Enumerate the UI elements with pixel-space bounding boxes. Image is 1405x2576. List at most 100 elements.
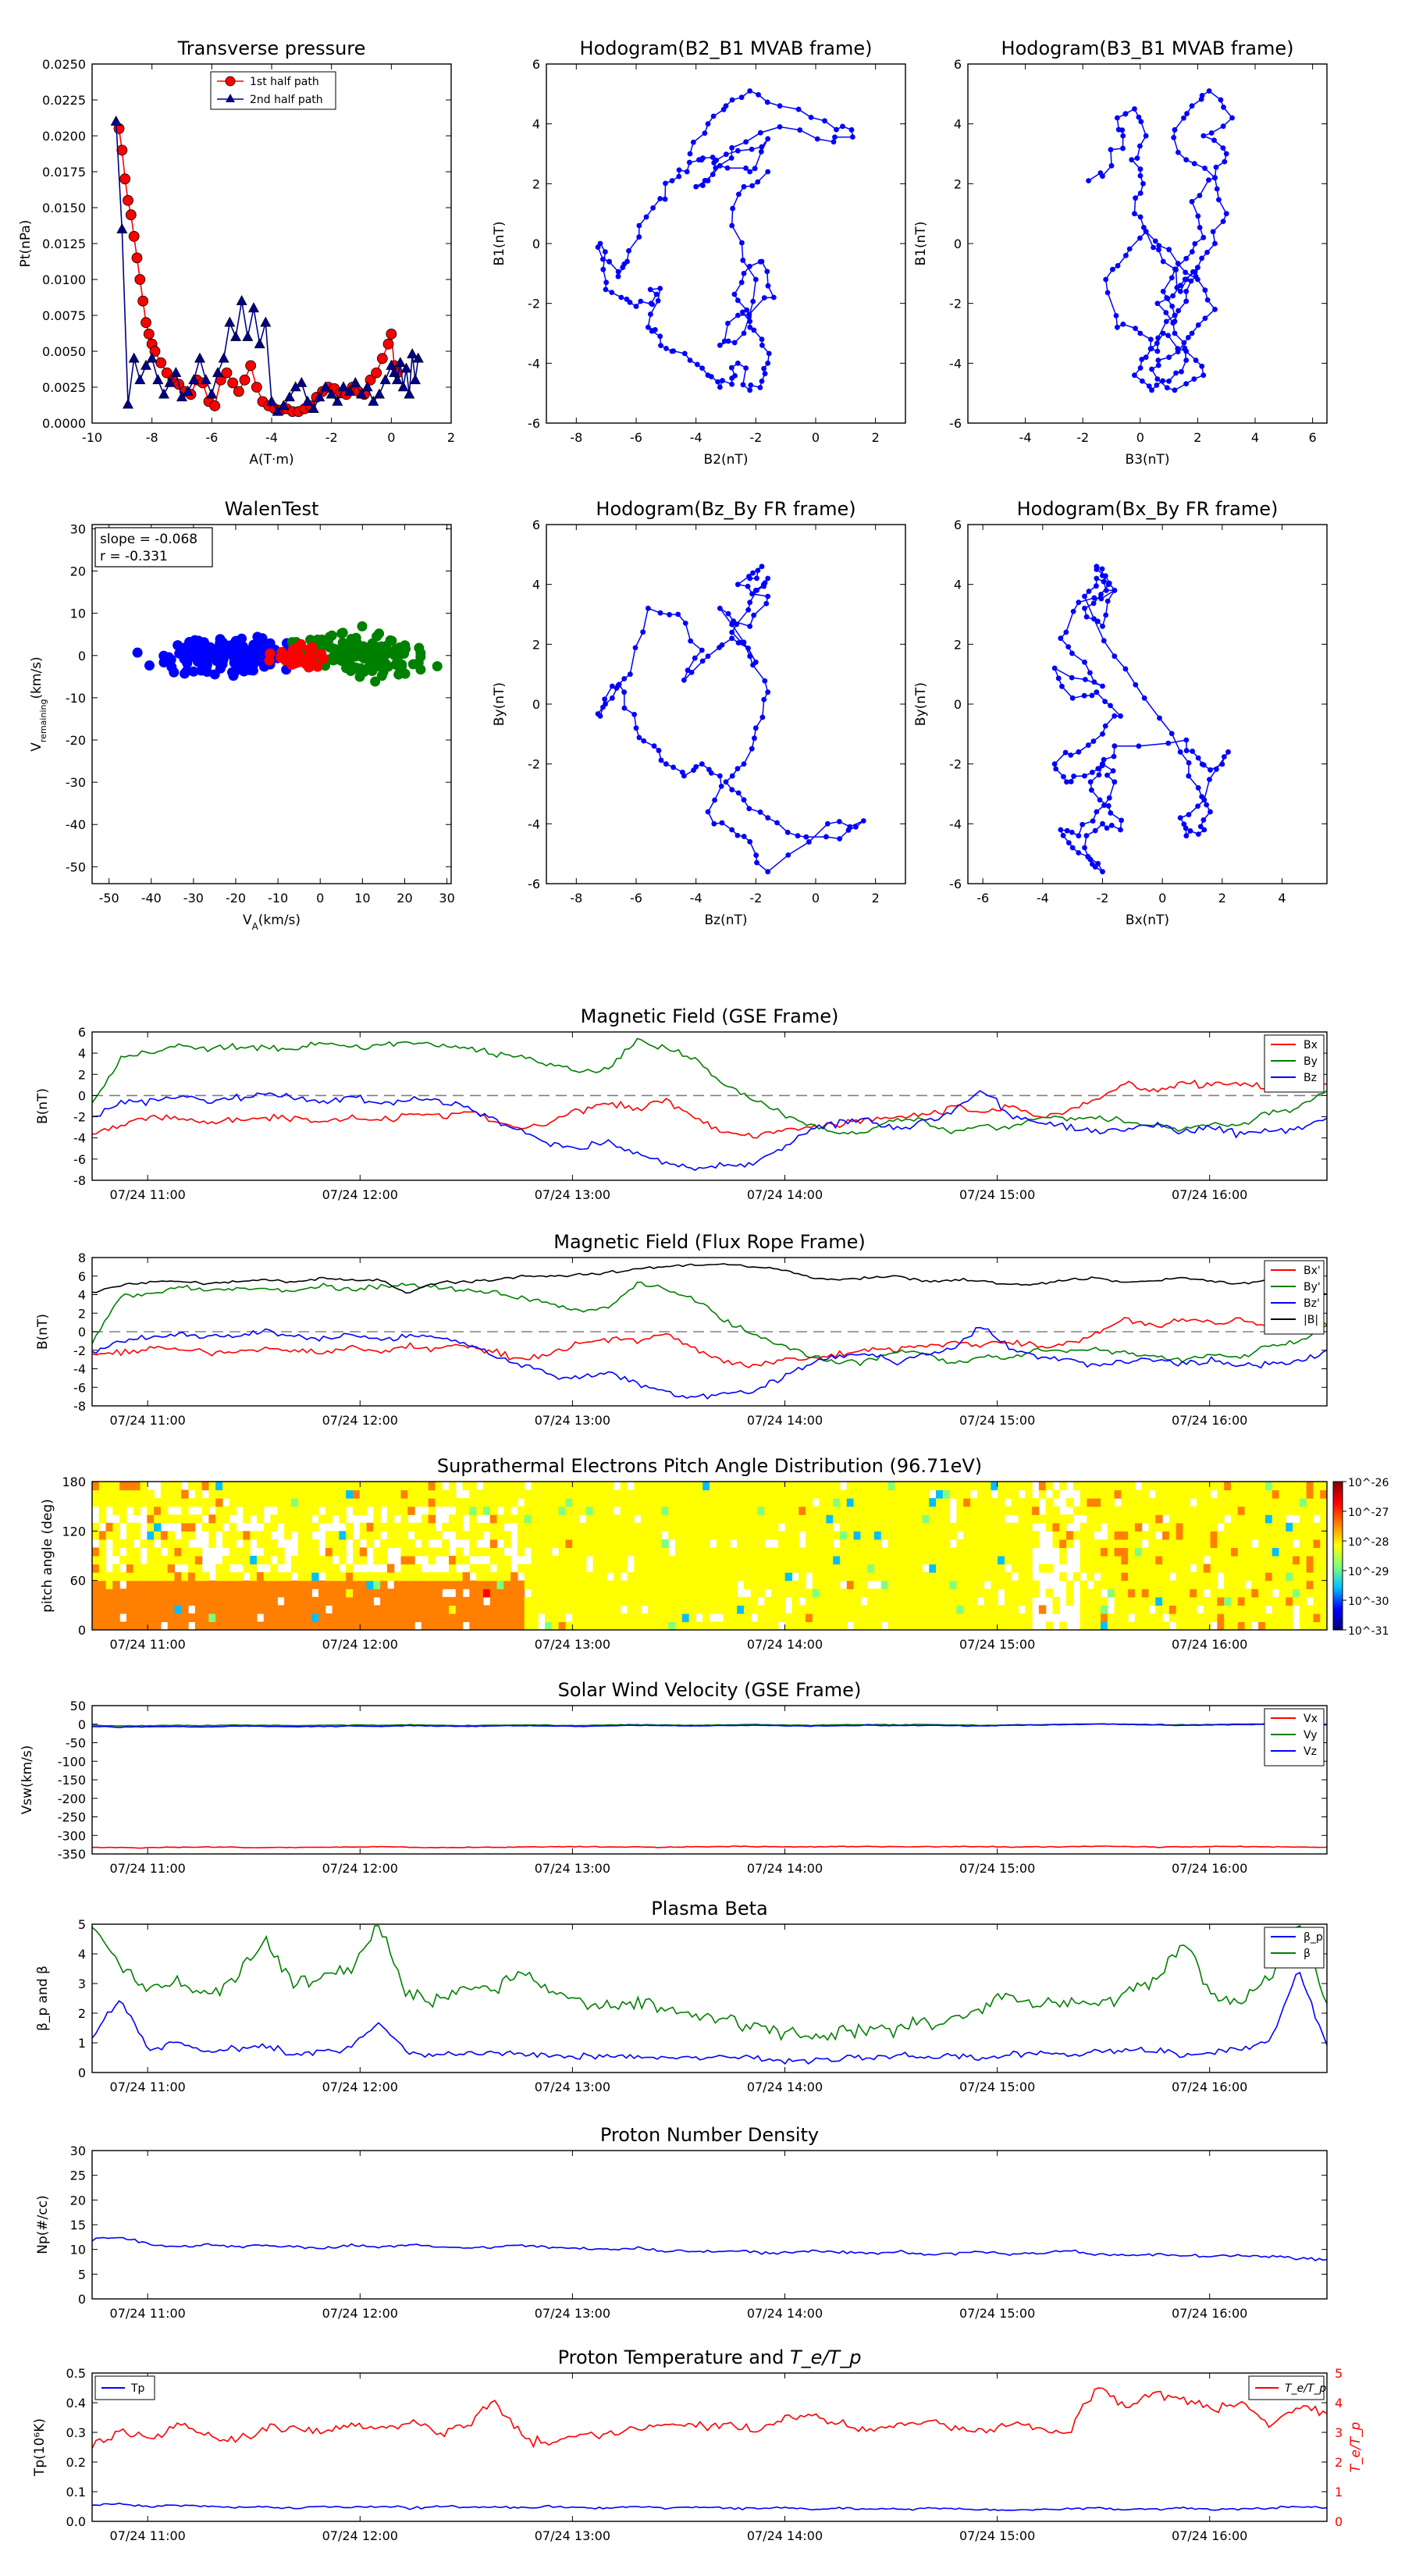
data-point xyxy=(836,819,842,824)
heatmap-cell xyxy=(688,1621,697,1630)
data-point xyxy=(337,381,350,392)
data-point xyxy=(1090,600,1097,607)
legend-label: β xyxy=(1304,1948,1311,1960)
heatmap-cell xyxy=(339,1572,347,1582)
data-point xyxy=(301,395,314,406)
heatmap-cell xyxy=(112,1613,120,1623)
heatmap-cell xyxy=(1264,1489,1273,1499)
heatmap-cell xyxy=(777,1498,786,1507)
heatmap-cell xyxy=(339,1621,347,1630)
heatmap-cell xyxy=(366,1482,374,1491)
data-point xyxy=(1100,869,1105,875)
data-point xyxy=(1100,683,1105,689)
heatmap-cell xyxy=(998,1514,1005,1524)
data-point xyxy=(1192,240,1198,247)
heatmap-cell xyxy=(757,1506,765,1515)
heatmap-cell xyxy=(1025,1498,1033,1507)
data-point xyxy=(1197,225,1203,230)
heatmap-cell xyxy=(819,1514,827,1524)
data-point xyxy=(627,299,633,305)
data-point xyxy=(278,400,290,411)
heatmap-cell xyxy=(503,1613,511,1623)
heatmap-cell xyxy=(270,1605,278,1614)
data-point xyxy=(1132,106,1137,112)
data-point xyxy=(725,338,731,344)
heatmap-cell xyxy=(1141,1564,1150,1573)
heatmap-cell xyxy=(551,1589,560,1598)
heatmap-cell xyxy=(263,1605,272,1614)
heatmap-cell xyxy=(1176,1482,1184,1491)
heatmap-cell xyxy=(325,1547,333,1557)
data-point xyxy=(719,820,725,826)
heatmap-cell xyxy=(352,1482,361,1491)
heatmap-cell xyxy=(723,1589,731,1598)
heatmap-cell xyxy=(1052,1522,1060,1532)
data-point xyxy=(632,645,638,651)
heatmap-cell xyxy=(1203,1514,1211,1524)
heatmap-cell xyxy=(1230,1596,1239,1606)
heatmap-cell xyxy=(1155,1498,1163,1507)
heatmap-cell xyxy=(1018,1514,1026,1524)
heatmap-cell xyxy=(688,1506,697,1515)
y-axis-label-right: T_e/T_p xyxy=(1348,2421,1364,2472)
heatmap-cell xyxy=(743,1605,752,1614)
heatmap-cell xyxy=(112,1605,120,1614)
heatmap-cell xyxy=(194,1547,203,1557)
heatmap-cell xyxy=(551,1556,560,1565)
heatmap-cell xyxy=(922,1596,930,1606)
heatmap-cell xyxy=(764,1522,772,1532)
data-point xyxy=(757,130,763,136)
heatmap-cell xyxy=(599,1596,607,1606)
data-point xyxy=(1182,276,1188,283)
heatmap-cell xyxy=(160,1514,169,1524)
heatmap-cell xyxy=(311,1605,319,1614)
heatmap-cell xyxy=(908,1580,916,1589)
heatmap-cell xyxy=(256,1621,265,1630)
heatmap-cell xyxy=(1038,1514,1047,1524)
heatmap-cell xyxy=(339,1589,347,1598)
heatmap-cell xyxy=(984,1522,991,1532)
data-point xyxy=(260,316,272,327)
heatmap-cell xyxy=(489,1539,498,1549)
data-point xyxy=(785,852,791,858)
heatmap-cell xyxy=(1210,1506,1218,1515)
chart-title: Hodogram(B2_B1 MVAB frame) xyxy=(580,37,873,59)
heatmap-cell xyxy=(777,1514,786,1524)
heatmap-cell xyxy=(1251,1522,1259,1532)
heatmap-cell xyxy=(908,1506,916,1515)
heatmap-cell xyxy=(833,1580,841,1589)
heatmap-cell xyxy=(1148,1580,1156,1589)
axes-frame xyxy=(91,1031,1328,1181)
data-point xyxy=(1195,803,1200,809)
heatmap-cell xyxy=(942,1539,951,1549)
heatmap-cell xyxy=(853,1556,861,1565)
heatmap-cell xyxy=(743,1621,752,1630)
data-point xyxy=(747,838,753,845)
heatmap-cell xyxy=(304,1564,312,1573)
heatmap-cell xyxy=(1244,1498,1252,1507)
heatmap-cell xyxy=(860,1613,868,1623)
heatmap-cell xyxy=(160,1589,169,1598)
heatmap-cell xyxy=(675,1498,683,1507)
heatmap-cell xyxy=(579,1580,587,1589)
heatmap-cell xyxy=(1197,1498,1204,1507)
heatmap-cell xyxy=(929,1572,937,1582)
heatmap-cell xyxy=(174,1498,182,1507)
heatmap-cell xyxy=(496,1613,504,1623)
heatmap-cell xyxy=(1162,1605,1170,1614)
data-point xyxy=(750,570,756,576)
y-tick-label: 1 xyxy=(78,2036,86,2051)
heatmap-cell xyxy=(1148,1547,1156,1557)
y-tick-label: -6 xyxy=(949,877,962,891)
heatmap-cell xyxy=(1114,1596,1122,1606)
heatmap-cell xyxy=(599,1539,607,1549)
heatmap-cell xyxy=(435,1589,443,1598)
heatmap-cell xyxy=(777,1539,786,1549)
heatmap-cell xyxy=(215,1596,223,1606)
heatmap-cell xyxy=(853,1489,861,1499)
heatmap-cell xyxy=(510,1613,518,1623)
heatmap-cell xyxy=(1032,1580,1040,1589)
heatmap-cell xyxy=(160,1580,169,1589)
data-point xyxy=(1172,126,1178,133)
heatmap-cell xyxy=(791,1605,799,1614)
